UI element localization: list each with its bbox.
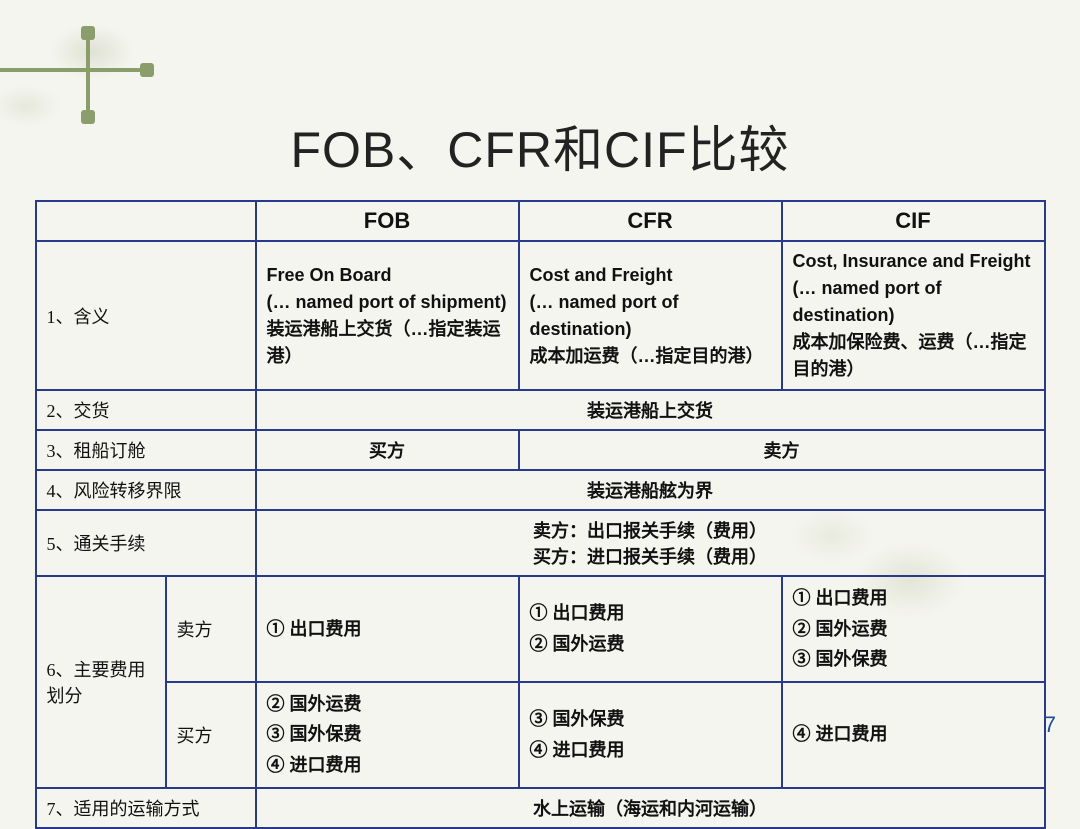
row6-buyer-cfr: ③ 国外保费④ 进口费用 xyxy=(519,682,782,788)
header-cfr: CFR xyxy=(519,201,782,241)
row6-seller-cfr: ① 出口费用② 国外运费 xyxy=(519,576,782,682)
row-transport: 7、适用的运输方式 水上运输（海运和内河运输） xyxy=(36,788,1045,828)
header-cif: CIF xyxy=(782,201,1045,241)
row1-cfr: Cost and Freight(… named port of destina… xyxy=(519,241,782,390)
row-cost-seller: 6、主要费用划分 卖方 ① 出口费用 ① 出口费用② 国外运费 ① 出口费用② … xyxy=(36,576,1045,682)
row6-buyer-label: 买方 xyxy=(166,682,256,788)
row6-label: 6、主要费用划分 xyxy=(36,576,166,788)
row6-seller-fob: ① 出口费用 xyxy=(256,576,519,682)
row7-label: 7、适用的运输方式 xyxy=(36,788,256,828)
row6-seller-label: 卖方 xyxy=(166,576,256,682)
slide-container: FOB、CFR和CIF比较 FOB CFR CIF 1、含义 Free On B… xyxy=(0,0,1080,810)
row3-fob: 买方 xyxy=(256,430,519,470)
row4-label: 4、风险转移界限 xyxy=(36,470,256,510)
row-delivery: 2、交货 装运港船上交货 xyxy=(36,390,1045,430)
slide-title: FOB、CFR和CIF比较 xyxy=(30,110,1050,182)
comparison-table: FOB CFR CIF 1、含义 Free On Board(… named p… xyxy=(35,200,1046,829)
row6-seller-cif: ① 出口费用② 国外运费③ 国外保费 xyxy=(782,576,1045,682)
row-risk: 4、风险转移界限 装运港船舷为界 xyxy=(36,470,1045,510)
row5-merged: 卖方：出口报关手续（费用） 买方：进口报关手续（费用） xyxy=(256,510,1045,576)
row5-line2: 买方：进口报关手续（费用） xyxy=(267,543,1034,569)
row7-merged: 水上运输（海运和内河运输） xyxy=(256,788,1045,828)
row1-label: 1、含义 xyxy=(36,241,256,390)
row1-fob: Free On Board(… named port of shipment)装… xyxy=(256,241,519,390)
row3-cfrcif: 卖方 xyxy=(519,430,1045,470)
row2-merged: 装运港船上交货 xyxy=(256,390,1045,430)
table-header-row: FOB CFR CIF xyxy=(36,201,1045,241)
header-blank xyxy=(36,201,256,241)
row4-merged: 装运港船舷为界 xyxy=(256,470,1045,510)
row-meaning: 1、含义 Free On Board(… named port of shipm… xyxy=(36,241,1045,390)
row6-buyer-cif: ④ 进口费用 xyxy=(782,682,1045,788)
row5-line1: 卖方：出口报关手续（费用） xyxy=(267,517,1034,543)
row1-cif: Cost, Insurance and Freight(… named port… xyxy=(782,241,1045,390)
row5-label: 5、通关手续 xyxy=(36,510,256,576)
row2-label: 2、交货 xyxy=(36,390,256,430)
page-number: 7 xyxy=(1044,712,1056,738)
row-charter: 3、租船订舱 买方 卖方 xyxy=(36,430,1045,470)
row-customs: 5、通关手续 卖方：出口报关手续（费用） 买方：进口报关手续（费用） xyxy=(36,510,1045,576)
row3-label: 3、租船订舱 xyxy=(36,430,256,470)
row-cost-buyer: 买方 ② 国外运费③ 国外保费④ 进口费用 ③ 国外保费④ 进口费用 ④ 进口费… xyxy=(36,682,1045,788)
header-fob: FOB xyxy=(256,201,519,241)
row6-buyer-fob: ② 国外运费③ 国外保费④ 进口费用 xyxy=(256,682,519,788)
